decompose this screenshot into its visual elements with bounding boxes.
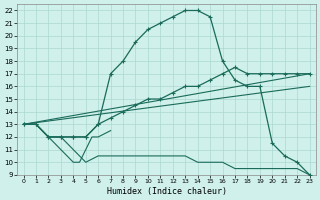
X-axis label: Humidex (Indice chaleur): Humidex (Indice chaleur) bbox=[107, 187, 227, 196]
